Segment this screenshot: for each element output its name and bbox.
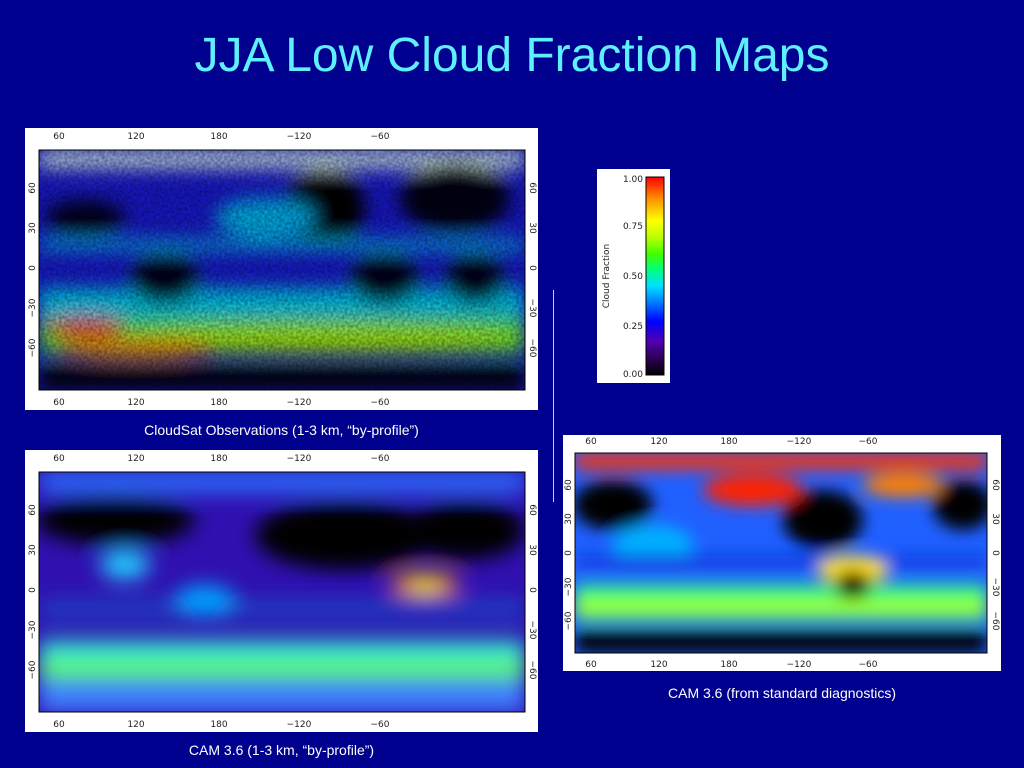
colorbar-tick: 0.75: [623, 222, 643, 232]
lat-tick: 0: [527, 587, 537, 593]
lon-tick: 60: [53, 132, 65, 142]
lat-tick: −30: [28, 620, 38, 639]
lon-tick: 180: [720, 437, 737, 447]
lat-tick: −30: [527, 621, 537, 640]
lat-ticks-right: 60 30 0 −30 −60: [990, 479, 1000, 630]
lat-tick: −60: [527, 661, 537, 680]
lon-ticks-top: 60 120 180 −120 −60: [585, 437, 877, 447]
lat-tick: −30: [527, 299, 537, 318]
lat-ticks-right: 60 30 0 −30 −60: [527, 504, 537, 679]
lon-tick: 60: [585, 660, 597, 670]
slide-title: JJA Low Cloud Fraction Maps: [194, 29, 830, 82]
lat-tick: 30: [527, 222, 537, 234]
lat-tick: 0: [564, 550, 574, 556]
lon-tick: −120: [287, 398, 312, 408]
lon-tick: −120: [287, 454, 312, 464]
map-cam-profile: 60 120 180 −120 −60 60 120 180 −120 −60 …: [25, 450, 538, 732]
lat-tick: 60: [527, 504, 537, 516]
map-cloudsat-figure: 60 120 180 −120 −60 60 120 180 −120 −60 …: [28, 132, 537, 408]
lon-ticks-bottom: 60 120 180 −120 −60: [53, 398, 389, 408]
lat-tick: −60: [527, 339, 537, 358]
lon-tick: 180: [720, 660, 737, 670]
lat-ticks-left: 60 30 0 −30 −60: [28, 182, 38, 357]
lat-tick: −60: [28, 338, 38, 357]
lon-ticks-top: 60 120 180 −120 −60: [53, 454, 389, 464]
lat-tick: 60: [28, 182, 38, 194]
lat-tick: 30: [990, 513, 1000, 525]
lat-tick: 30: [527, 544, 537, 556]
colorbar-tick: 0.50: [623, 272, 643, 282]
separator-line: [553, 290, 554, 502]
lat-tick: 0: [527, 265, 537, 271]
lon-tick: 120: [127, 398, 144, 408]
lat-tick: −60: [990, 612, 1000, 631]
colorbar-tick: 0.00: [623, 370, 643, 380]
colorbar-figure: 1.00 0.75 0.50 0.25 0.00 Cloud Fraction: [602, 175, 665, 380]
lon-tick: −60: [371, 132, 390, 142]
lon-tick: 180: [210, 720, 227, 730]
map-cam-profile-figure: 60 120 180 −120 −60 60 120 180 −120 −60 …: [28, 454, 537, 730]
map-cloudsat: 60 120 180 −120 −60 60 120 180 −120 −60 …: [25, 128, 538, 410]
caption-cloudsat: CloudSat Observations (1-3 km, “by-profi…: [144, 422, 419, 438]
caption-cam-profile: CAM 3.6 (1-3 km, “by-profile”): [188, 742, 375, 758]
lon-tick: 60: [53, 398, 65, 408]
lon-ticks-top: 60 120 180 −120 −60: [53, 132, 389, 142]
lon-tick: 120: [127, 454, 144, 464]
lat-tick: 30: [564, 513, 574, 525]
lon-tick: 60: [53, 720, 65, 730]
caption-cam-standard: CAM 3.6 (from standard diagnostics): [668, 685, 896, 701]
lat-tick: −30: [28, 298, 38, 317]
lon-tick: 120: [650, 437, 667, 447]
lat-tick: −30: [564, 577, 574, 596]
lat-tick: 60: [990, 479, 1000, 491]
lat-tick: 60: [28, 504, 38, 516]
colorbar-legend: 1.00 0.75 0.50 0.25 0.00 Cloud Fraction: [597, 169, 670, 383]
lat-tick: 30: [28, 222, 38, 234]
colorbar-tick: 0.25: [623, 322, 643, 332]
map-cam-standard-figure: 60 120 180 −120 −60 60 120 180 −120 −60 …: [564, 437, 1000, 670]
colorbar-tick: 1.00: [623, 175, 643, 185]
lon-tick: 60: [53, 454, 65, 464]
lon-tick: −60: [371, 398, 390, 408]
lon-ticks-bottom: 60 120 180 −120 −60: [53, 720, 389, 730]
lon-tick: −60: [859, 437, 878, 447]
lon-tick: 180: [210, 132, 227, 142]
lat-ticks-right: 60 30 0 −30 −60: [527, 182, 537, 357]
lat-tick: −60: [564, 611, 574, 630]
lon-tick: −120: [287, 720, 312, 730]
lon-tick: −120: [287, 132, 312, 142]
lat-tick: 30: [28, 544, 38, 556]
lat-tick: 60: [564, 479, 574, 491]
lat-ticks-left: 60 30 0 −30 −60: [28, 504, 38, 679]
lon-tick: −120: [787, 437, 812, 447]
lon-tick: −120: [787, 660, 812, 670]
lat-tick: 0: [28, 587, 38, 593]
lat-tick: 0: [28, 265, 38, 271]
lon-tick: 180: [210, 398, 227, 408]
lon-ticks-bottom: 60 120 180 −120 −60: [585, 660, 877, 670]
colorbar-label: Cloud Fraction: [602, 244, 612, 309]
map-cam-standard: 60 120 180 −120 −60 60 120 180 −120 −60 …: [563, 435, 1001, 671]
lon-tick: −60: [859, 660, 878, 670]
lat-tick: −30: [990, 578, 1000, 597]
lon-tick: 60: [585, 437, 597, 447]
colorbar-scale: [645, 176, 665, 376]
lat-tick: 0: [990, 550, 1000, 556]
lat-tick: 60: [527, 182, 537, 194]
lon-tick: −60: [371, 454, 390, 464]
lon-tick: 120: [650, 660, 667, 670]
lon-tick: −60: [371, 720, 390, 730]
lat-tick: −60: [28, 660, 38, 679]
lat-ticks-left: 60 30 0 −30 −60: [564, 479, 574, 630]
lon-tick: 120: [127, 132, 144, 142]
lon-tick: 180: [210, 454, 227, 464]
lon-tick: 120: [127, 720, 144, 730]
